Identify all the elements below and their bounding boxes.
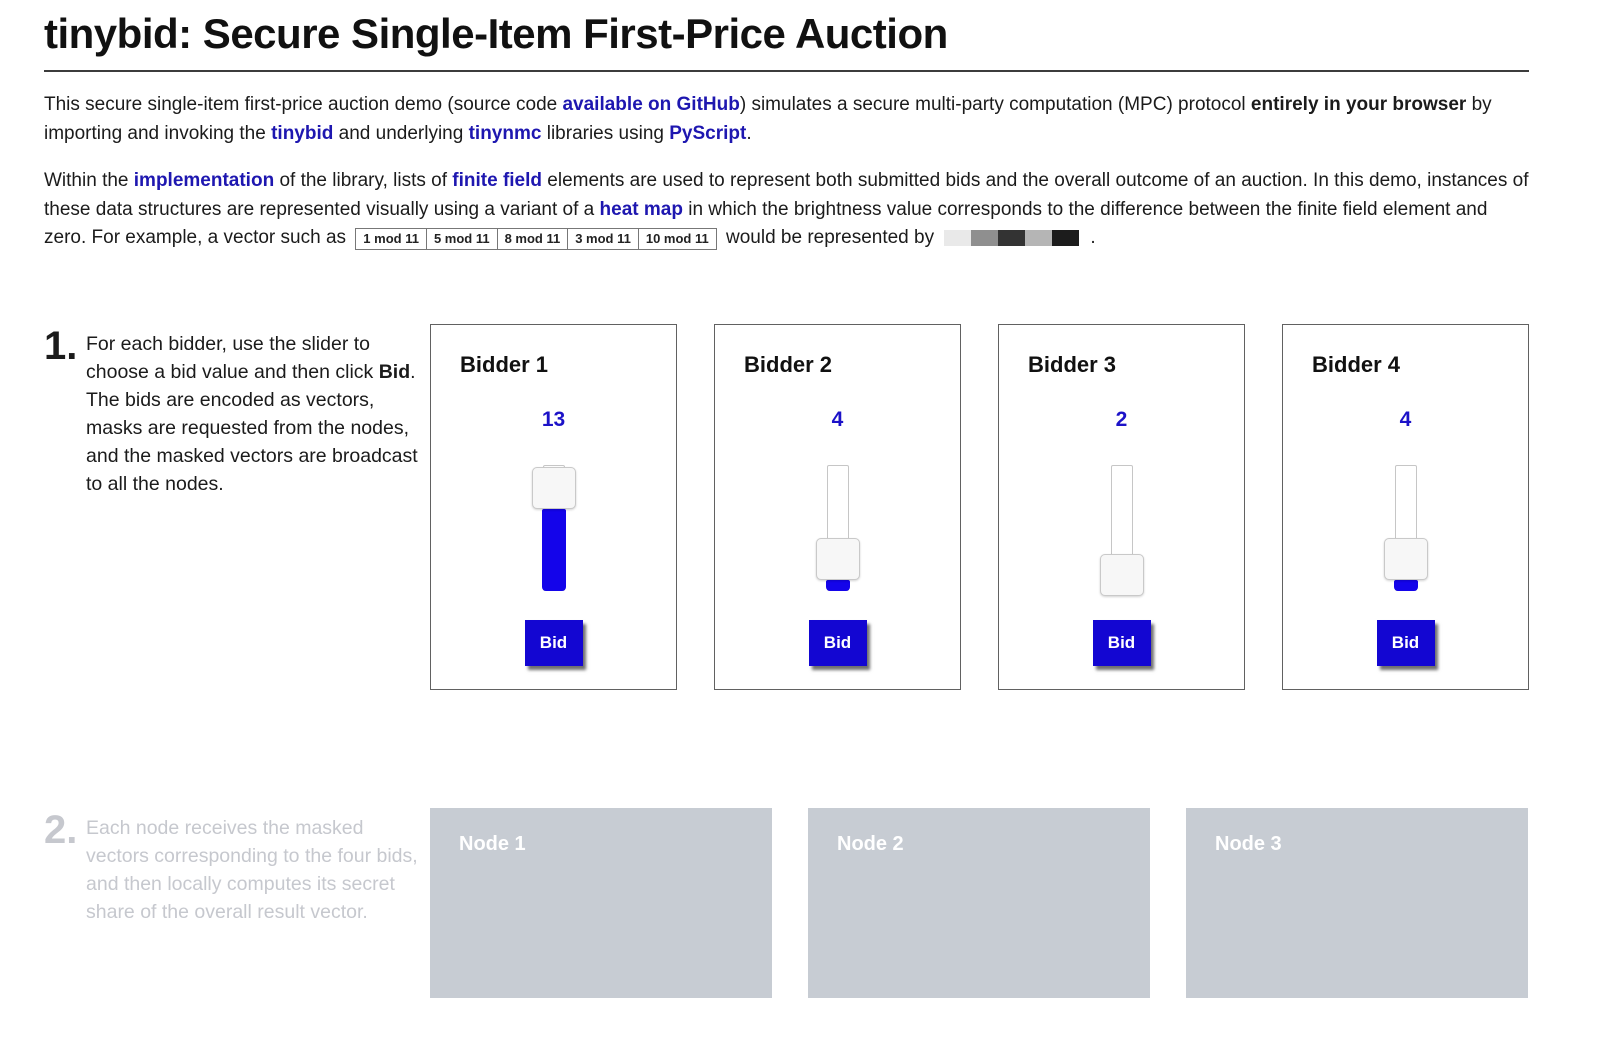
bidder-card-1: Bidder 1 13 Bid: [430, 323, 677, 690]
bidder-card-3: Bidder 3 2 Bid: [998, 323, 1245, 690]
heat-map-cell: [1025, 230, 1053, 246]
step-1-instructions: 1. For each bidder, use the slider to ch…: [44, 324, 430, 498]
step-1-section: 1. For each bidder, use the slider to ch…: [44, 323, 1529, 690]
slider-thumb[interactable]: [815, 538, 860, 580]
intro-paragraph: This secure single-item first-price auct…: [44, 94, 1492, 144]
vector-cell: 3 mod 11: [567, 228, 639, 250]
bidder-title: Bidder 3: [1028, 351, 1117, 377]
heat-map-cell: [971, 230, 999, 246]
inline-link[interactable]: PyScript: [669, 122, 747, 144]
bid-slider[interactable]: [1099, 464, 1144, 596]
step-2-text: Each node receives the masked vectors co…: [86, 816, 418, 923]
vector-cell: 5 mod 11: [425, 228, 498, 250]
bold-text: entirely in your browser: [1250, 94, 1467, 115]
vector-example-table: 1 mod 11 5 mod 11 8 mod 11 3 mod 11 10 mod 1…: [355, 228, 717, 250]
node-cards-container: Node 1 Node 2 Node 3: [430, 807, 1529, 998]
slider-thumb[interactable]: [1099, 553, 1144, 596]
heat-map-cell: [998, 230, 1026, 246]
node-title: Node 3: [1215, 832, 1282, 855]
bid-slider[interactable]: [815, 464, 860, 591]
slider-thumb[interactable]: [1383, 538, 1428, 580]
page-title: tinybid: Secure Single-Item First-Price …: [44, 10, 948, 57]
bid-value: 4: [1399, 407, 1412, 431]
bidder-cards-container: Bidder 1 13 Bid Bidder 2 4 Bid Bidder 3 …: [430, 323, 1529, 690]
bid-slider[interactable]: [1383, 464, 1428, 591]
vector-cell: 8 mod 11: [496, 228, 569, 250]
bid-value: 4: [831, 407, 844, 431]
bold-text: Bid: [378, 360, 411, 383]
step-1-number: 1.: [44, 323, 78, 368]
step-2-instructions: 2. Each node receives the masked vectors…: [44, 808, 430, 926]
step-2-number: 2.: [44, 807, 78, 852]
bidder-title: Bidder 1: [460, 351, 549, 377]
vector-cell: 1 mod 11: [355, 228, 427, 250]
heat-map-cell: [944, 230, 972, 246]
step-2-section: 2. Each node receives the masked vectors…: [44, 807, 1529, 998]
bid-button[interactable]: Bid: [1376, 619, 1435, 666]
node-card-1: Node 1: [430, 807, 772, 998]
node-title: Node 1: [459, 832, 526, 855]
node-title: Node 2: [837, 832, 904, 855]
heat-map-cell: [1052, 230, 1080, 246]
step-1-text: For each bidder, use the slider to choos…: [86, 332, 418, 495]
explanation-paragraph: Within the implementation of the library…: [44, 170, 1529, 250]
bid-button[interactable]: Bid: [808, 619, 867, 666]
inline-link[interactable]: tinynmc: [468, 122, 542, 144]
bidder-card-2: Bidder 2 4 Bid: [714, 323, 961, 690]
bidder-title: Bidder 4: [1312, 351, 1401, 377]
slider-fill: [1393, 580, 1418, 591]
bidder-title: Bidder 2: [744, 351, 833, 377]
inline-link[interactable]: tinybid: [271, 122, 334, 144]
vector-cell: 10 mod 11: [637, 228, 717, 250]
bid-button[interactable]: Bid: [524, 619, 583, 666]
bid-button[interactable]: Bid: [1092, 619, 1151, 666]
slider-fill: [541, 509, 566, 591]
inline-link[interactable]: finite field: [452, 170, 543, 191]
inline-link[interactable]: implementation: [133, 170, 275, 191]
title-divider: [44, 70, 1529, 72]
bidder-card-4: Bidder 4 4 Bid: [1282, 323, 1529, 690]
slider-fill: [825, 580, 850, 591]
heat-map-strip: [944, 230, 1080, 246]
inline-link[interactable]: heat map: [599, 198, 683, 220]
node-card-2: Node 2: [808, 807, 1150, 998]
inline-link[interactable]: available on GitHub: [562, 94, 740, 115]
bid-slider[interactable]: [531, 464, 576, 591]
node-card-3: Node 3: [1186, 807, 1528, 998]
page: tinybid: Secure Single-Item First-Price …: [44, 10, 1529, 998]
slider-thumb[interactable]: [531, 467, 576, 510]
bid-value: 13: [541, 407, 566, 431]
bid-value: 2: [1115, 407, 1128, 431]
